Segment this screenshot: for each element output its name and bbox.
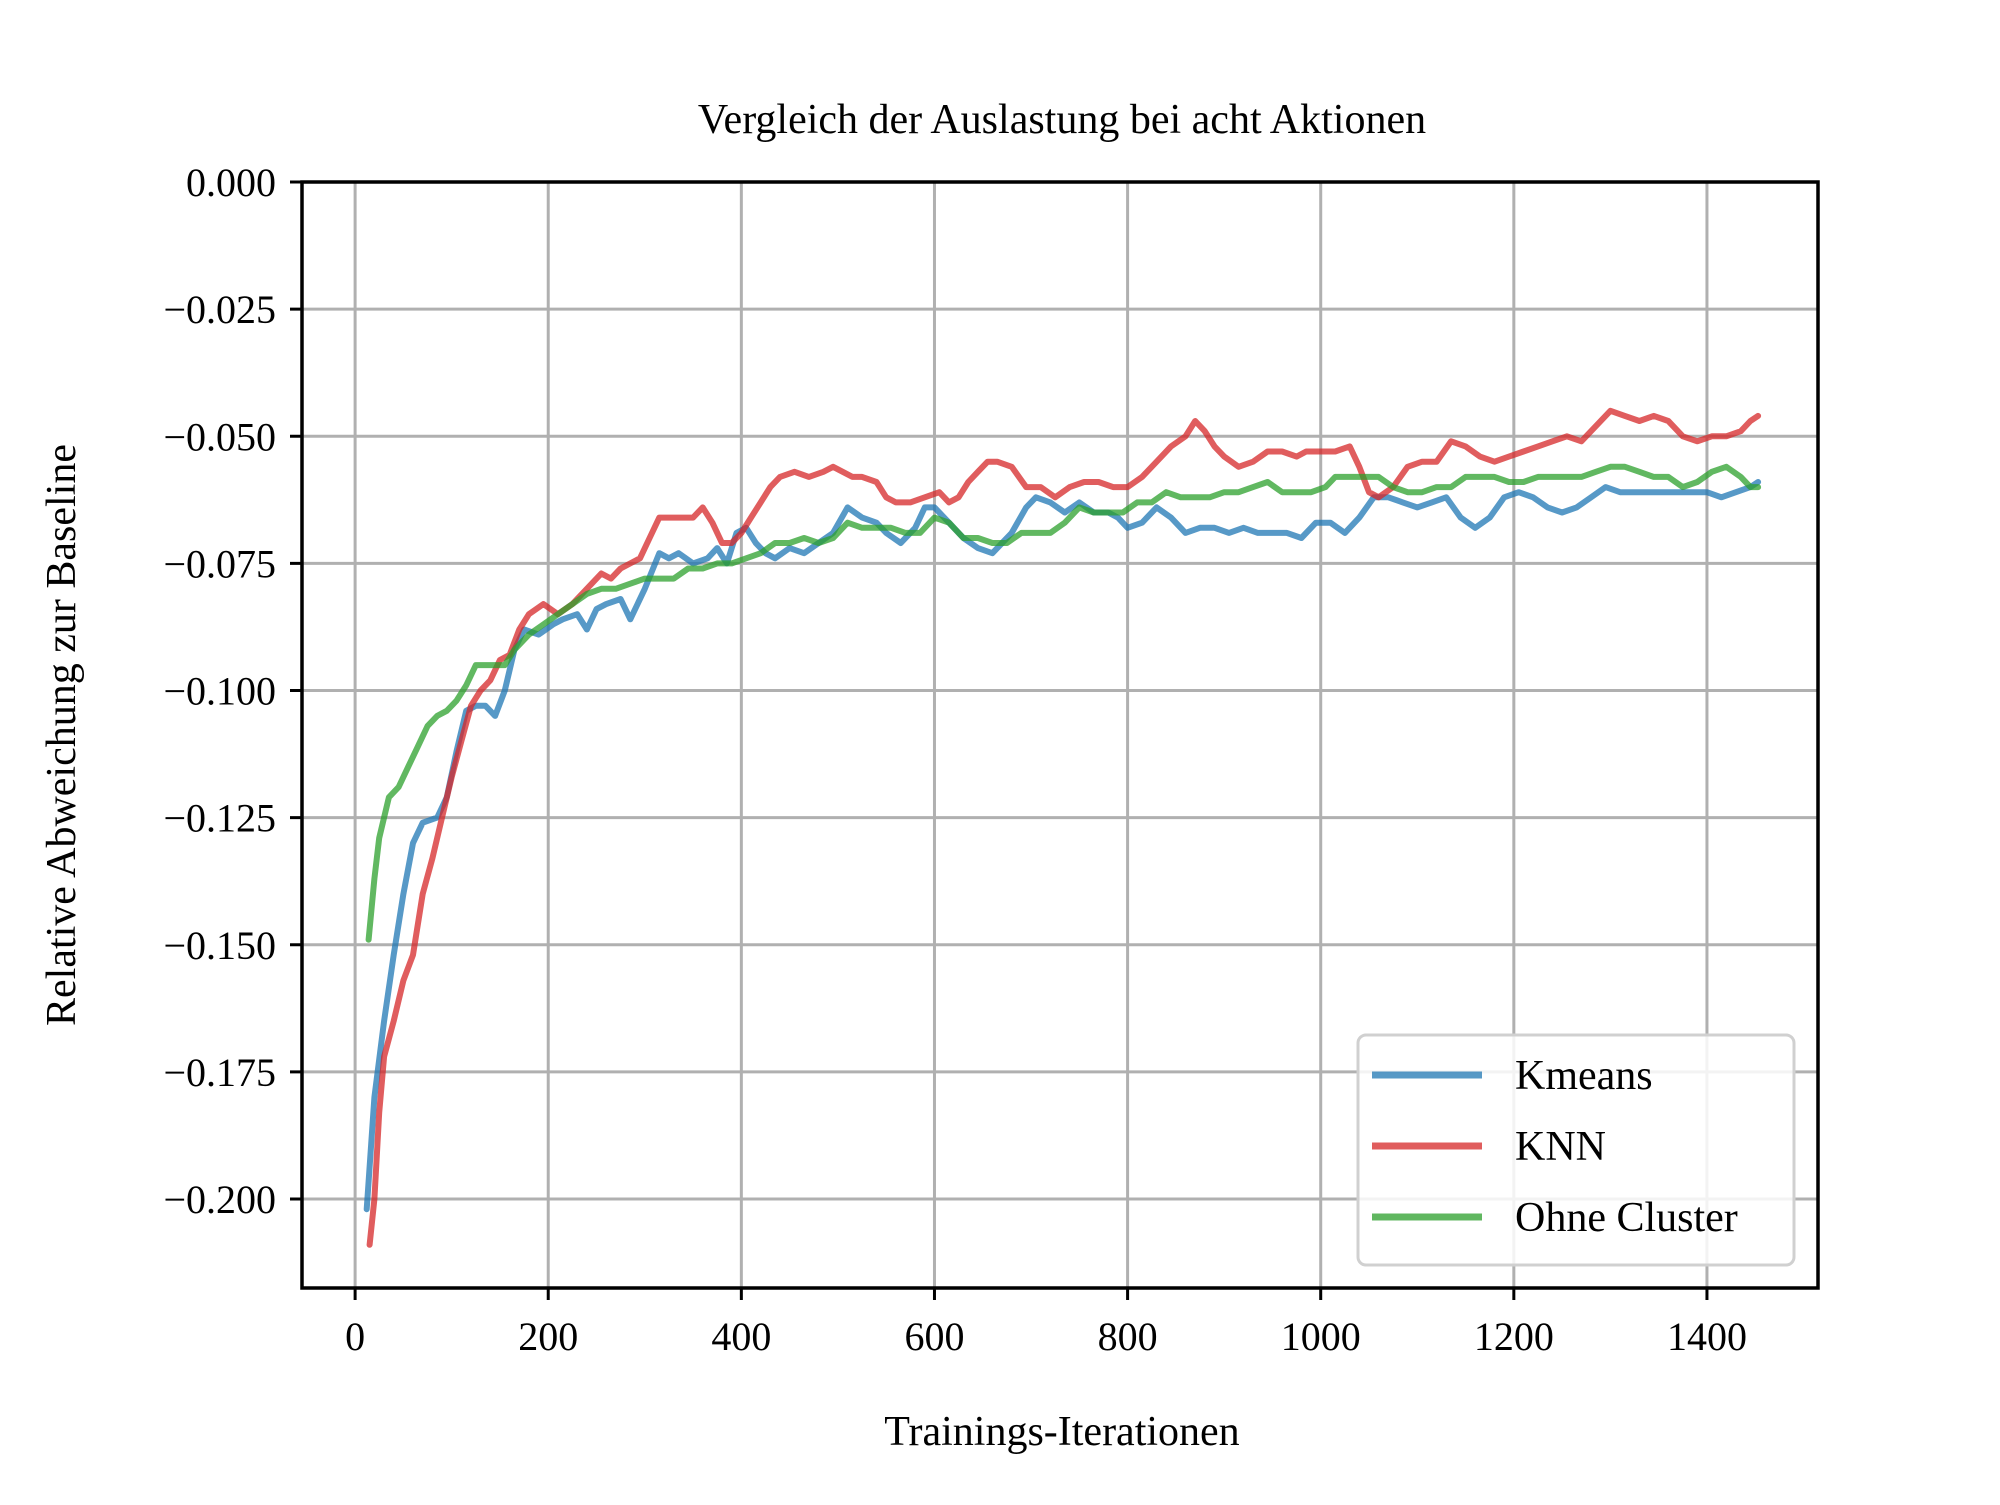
series-line-kmeans [363, 479, 1762, 1213]
x-tick-label: 1000 [1281, 1314, 1361, 1359]
x-tick-label: 200 [518, 1314, 578, 1359]
y-axis-title: Relative Abweichung zur Baseline [39, 444, 85, 1026]
x-tick-label: 1200 [1474, 1314, 1554, 1359]
y-tick-label: −0.050 [163, 414, 276, 459]
grid [302, 180, 1818, 1288]
y-axis: 0.000 −0.025 −0.050 −0.075 −0.100 −0.125 −0.15… [163, 160, 302, 1222]
y-tick-label: −0.125 [163, 796, 276, 841]
y-tick-label: −0.075 [163, 541, 276, 586]
legend-label: Kmeans [1515, 1053, 1653, 1099]
y-tick-label: −0.150 [163, 923, 276, 968]
y-tick-label: −0.200 [163, 1177, 276, 1222]
series-line-knn [366, 407, 1762, 1248]
y-tick-label: −0.100 [163, 669, 276, 714]
x-tick-label: 400 [711, 1314, 771, 1359]
x-axis-title: Trainings-Iterationen [884, 1409, 1239, 1455]
x-tick-label: 1400 [1667, 1314, 1747, 1359]
y-tick-label: 0.000 [186, 160, 276, 205]
plot-frame [300, 180, 1820, 1290]
legend: Kmeans KNN Ohne Cluster [1356, 1033, 1796, 1267]
x-tick-label: 600 [904, 1314, 964, 1359]
x-tick-label: 0 [345, 1314, 365, 1359]
series-group [363, 407, 1762, 1248]
y-tick-label: −0.025 [163, 287, 276, 332]
x-tick-label: 800 [1098, 1314, 1158, 1359]
y-tick-label: −0.175 [163, 1050, 276, 1095]
legend-box [1356, 1033, 1796, 1267]
series-line-ohne-cluster [365, 463, 1762, 943]
chart-title: Vergleich der Auslastung bei acht Aktion… [698, 97, 1426, 143]
legend-label: KNN [1515, 1124, 1606, 1170]
x-axis: 0 200 400 600 800 1000 1200 1400 [345, 1288, 1747, 1359]
legend-label: Ohne Cluster [1515, 1195, 1738, 1241]
